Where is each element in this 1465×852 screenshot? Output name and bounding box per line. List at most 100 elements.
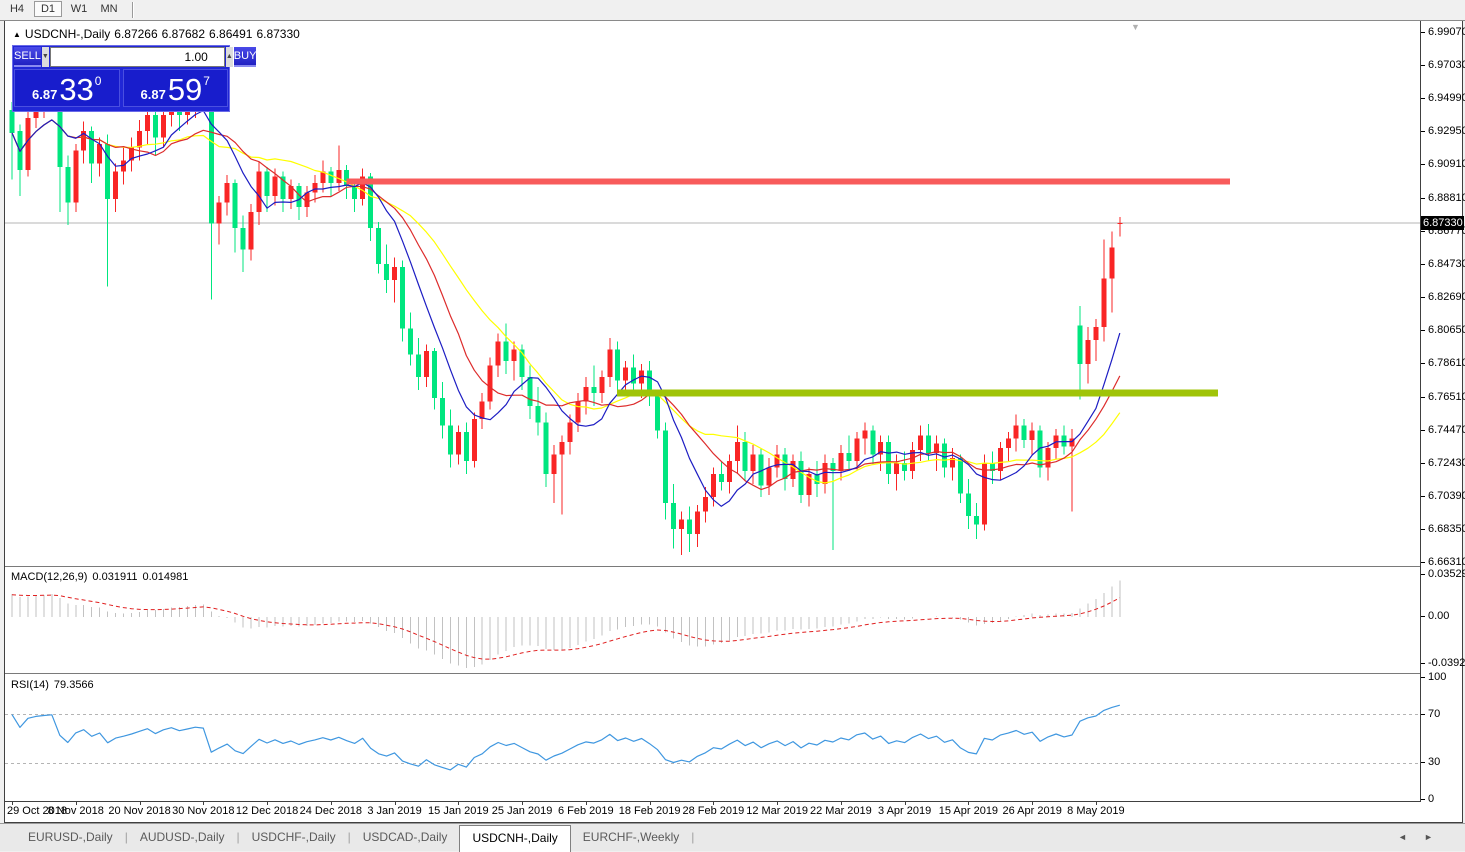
tab-scroll-left-icon[interactable]: ◄ [1398, 832, 1407, 842]
sell-price-base: 6.87 [32, 87, 58, 102]
candle-bull [710, 474, 716, 497]
tab-usdcnh-daily[interactable]: USDCNH-,Daily [459, 825, 571, 852]
candle-bull [949, 457, 955, 468]
sell-button[interactable]: SELL [14, 47, 41, 67]
candle-bull [320, 171, 326, 183]
price-scale-label: 6.84730 [1421, 258, 1465, 270]
candle-bear [647, 370, 653, 397]
price-scale-label: 6.78610 [1421, 357, 1465, 369]
candle-bull [750, 454, 756, 471]
candle-bull [1045, 448, 1051, 468]
date-axis-label: 30 Nov 2018 [172, 805, 235, 817]
chart-tab-bar: EURUSD-,Daily | AUDUSD-,Daily | USDCHF-,Da… [0, 823, 1465, 852]
rsi-scale-label: 30 [1421, 756, 1440, 768]
candle-bear [989, 462, 995, 471]
candle-bull [272, 176, 278, 196]
candle-bear [463, 432, 469, 462]
candle-bear [376, 228, 382, 264]
candle-bear [368, 176, 374, 229]
macd-main-value: 0.031911 [92, 571, 138, 583]
rsi-scale-label: 100 [1421, 671, 1446, 683]
candle-bear [957, 457, 963, 494]
date-tick [968, 802, 970, 805]
candle-bear [9, 110, 15, 133]
date-tick [203, 802, 205, 805]
tab-eurchf-weekly[interactable]: EURCHF-,Weekly [582, 830, 680, 844]
date-tick [1095, 802, 1097, 805]
tab-usdcad-daily[interactable]: USDCAD-,Daily [362, 830, 448, 844]
buy-price-point: 7 [203, 74, 210, 88]
date-tick [267, 802, 269, 805]
price-scale-label: 6.76510 [1421, 391, 1465, 403]
candle-bull [910, 449, 916, 471]
date-axis-label: 15 Apr 2019 [938, 805, 999, 817]
candle-bear [57, 93, 63, 167]
date-axis-label: 20 Nov 2018 [108, 805, 171, 817]
timeframe-button-h4[interactable]: H4 [9, 3, 25, 15]
timeframe-button-w1[interactable]: W1 [70, 3, 88, 15]
candle-bull [790, 461, 796, 479]
date-axis-label: 8 May 2019 [1067, 805, 1125, 817]
candle-bull [734, 441, 740, 462]
candlestick-chart-canvas [5, 85, 1420, 802]
candle-bear [264, 171, 270, 196]
resistance-band [346, 178, 1230, 185]
candle-bull [806, 474, 812, 496]
volume-decrease-icon[interactable]: ▼ [41, 47, 49, 67]
candle-bear [296, 186, 302, 208]
candle-bear [527, 377, 533, 407]
candle-bull [894, 462, 900, 475]
price-scale-label: 6.66310 [1421, 556, 1465, 568]
tab-eurusd-daily[interactable]: EURUSD-,Daily [28, 830, 113, 844]
price-scale-label: 6.90910 [1421, 158, 1465, 170]
volume-increase-icon[interactable]: ▲ [225, 47, 233, 67]
candle-bull [766, 467, 772, 486]
chart-symbol-label: USDCNH-,Daily [24, 27, 111, 41]
volume-input[interactable] [49, 47, 225, 67]
price-scale-label: 6.72430 [1421, 457, 1465, 469]
candle-bull [1029, 430, 1035, 441]
chart-window: ▲ USDCNH-,Daily 6.87266 6.87682 6.86491 6.873… [4, 20, 1465, 823]
date-tick [139, 802, 141, 805]
price-scale-label: 6.88810 [1421, 192, 1465, 204]
tab-usdchf-daily[interactable]: USDCHF-,Daily [251, 830, 336, 844]
collapse-panel-icon[interactable]: ▲ [13, 30, 21, 39]
candle-bull [487, 365, 493, 402]
candle-bull [774, 454, 780, 468]
candle-bear [503, 341, 509, 361]
macd-scale-label: 0.00 [1421, 610, 1449, 622]
price-scale-label: 6.92950 [1421, 125, 1465, 137]
candle-bull [822, 462, 828, 484]
candle-bear [384, 263, 390, 281]
buy-price-display[interactable]: 6.87 59 7 [122, 69, 228, 107]
date-axis-label: 22 Mar 2019 [809, 805, 872, 817]
candle-bull [694, 511, 700, 534]
candle-bull [97, 144, 103, 164]
date-tick [840, 802, 842, 805]
ohlc-open: 6.87266 [114, 27, 158, 41]
timeframe-button-mn[interactable]: MN [100, 3, 118, 15]
chart-shift-marker-icon[interactable]: ▼ [1131, 22, 1140, 32]
candle-bear [89, 131, 95, 164]
candle-bull [575, 401, 581, 423]
candle-bear [973, 516, 979, 525]
price-scale-label: 6.70390 [1421, 490, 1465, 502]
sell-price-display[interactable]: 6.87 33 0 [14, 69, 120, 107]
buy-button[interactable]: BUY [233, 47, 257, 67]
timeframe-button-d1[interactable]: D1 [34, 1, 62, 17]
candle-bear [631, 367, 637, 384]
rsi-scale-label: 70 [1421, 708, 1440, 720]
chart-title: ▲ USDCNH-,Daily 6.87266 6.87682 6.86491 6.873… [13, 27, 304, 41]
tab-scroll-right-icon[interactable]: ► [1424, 832, 1433, 842]
moving-average-line [11, 109, 1121, 507]
date-tick [12, 802, 13, 805]
date-tick [75, 802, 77, 805]
candle-bear [1021, 425, 1027, 441]
toolbar-separator [132, 2, 134, 18]
macd-scale-label: -0.039223 [1421, 657, 1465, 669]
date-tick [777, 802, 779, 805]
candle-bear [742, 441, 748, 471]
tab-audusd-daily[interactable]: AUDUSD-,Daily [139, 830, 225, 844]
candle-bull [1085, 339, 1091, 365]
rsi-name: RSI(14) [11, 679, 49, 691]
